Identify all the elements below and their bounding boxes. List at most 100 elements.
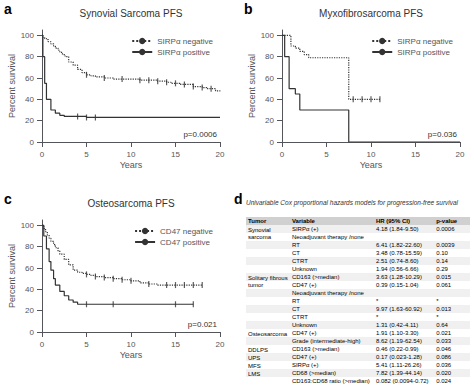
svg-text:SIRPα (+): SIRPα (+) <box>292 362 319 368</box>
svg-text:Univariable Cox proportional h: Univariable Cox proportional hazards mod… <box>246 199 459 207</box>
svg-text:Myxofibrosarcoma PFS: Myxofibrosarcoma PFS <box>319 8 423 19</box>
svg-text:Years: Years <box>360 160 383 170</box>
svg-text:0.082 (0.0094-0.72): 0.082 (0.0094-0.72) <box>376 378 429 384</box>
svg-text:CT: CT <box>292 306 300 312</box>
svg-text:Percent survival: Percent survival <box>247 54 257 118</box>
svg-text:0.39 (0.15-1.04): 0.39 (0.15-1.04) <box>376 282 419 288</box>
svg-text:CD163:CD68 ratio (>median): CD163:CD68 ratio (>median) <box>292 378 370 384</box>
svg-text:CT: CT <box>292 250 300 256</box>
svg-text:0: 0 <box>40 150 45 159</box>
svg-text:Neoadjuvant therapy /none: Neoadjuvant therapy /none <box>292 234 365 240</box>
svg-text:0: 0 <box>30 138 35 147</box>
svg-text:0: 0 <box>40 340 45 349</box>
svg-text:sarcoma: sarcoma <box>248 234 272 240</box>
svg-text:*: * <box>436 298 439 304</box>
svg-text:RT: RT <box>292 242 300 248</box>
svg-text:0.46 (0.22-0.99): 0.46 (0.22-0.99) <box>376 346 419 352</box>
svg-text:20: 20 <box>456 150 465 159</box>
svg-text:0.086: 0.086 <box>436 354 452 360</box>
svg-text:10: 10 <box>127 340 136 349</box>
svg-text:SIRPα positive: SIRPα positive <box>157 48 210 57</box>
svg-text:100: 100 <box>21 221 35 230</box>
svg-text:HR (95% CI): HR (95% CI) <box>376 218 410 224</box>
svg-text:p=0.0006: p=0.0006 <box>183 130 217 139</box>
svg-text:p=0.021: p=0.021 <box>188 320 218 329</box>
svg-text:0.013: 0.013 <box>436 306 452 312</box>
svg-text:0: 0 <box>30 328 35 337</box>
svg-text:Synovial Sarcoma PFS: Synovial Sarcoma PFS <box>80 8 183 19</box>
svg-text:7.82 (1.39-44.14): 7.82 (1.39-44.14) <box>376 370 422 376</box>
svg-text:10: 10 <box>367 150 376 159</box>
svg-text:100: 100 <box>261 31 275 40</box>
svg-text:60: 60 <box>25 74 34 83</box>
svg-text:Osteosarcoma: Osteosarcoma <box>248 331 288 337</box>
svg-text:0.021: 0.021 <box>436 330 452 336</box>
svg-text:5.41 (1.11-26.26): 5.41 (1.11-26.26) <box>376 362 422 368</box>
svg-text:CD68 (>median): CD68 (>median) <box>292 370 336 376</box>
svg-text:CD47 (+): CD47 (+) <box>292 282 317 288</box>
svg-text:5: 5 <box>84 340 89 349</box>
svg-text:RT: RT <box>292 298 300 304</box>
svg-text:60: 60 <box>265 74 274 83</box>
svg-text:0.0039: 0.0039 <box>436 242 455 248</box>
svg-text:60: 60 <box>25 264 34 273</box>
svg-text:CTRT: CTRT <box>292 258 308 264</box>
svg-text:0.061: 0.061 <box>436 282 452 288</box>
svg-text:LMS: LMS <box>248 371 260 377</box>
svg-text:DDLPS: DDLPS <box>248 347 268 353</box>
svg-text:CD47 positive: CD47 positive <box>160 238 210 247</box>
svg-text:p=0.036: p=0.036 <box>428 130 458 139</box>
svg-text:0.015: 0.015 <box>436 274 452 280</box>
svg-text:CD47 (+): CD47 (+) <box>292 330 317 336</box>
svg-text:0: 0 <box>280 150 285 159</box>
svg-text:UPS: UPS <box>248 355 260 361</box>
svg-text:Tumor: Tumor <box>248 218 267 224</box>
svg-text:80: 80 <box>25 242 34 251</box>
svg-text:*: * <box>376 314 379 320</box>
svg-text:p-value: p-value <box>436 218 458 224</box>
svg-text:4.18 (1.84-9.50): 4.18 (1.84-9.50) <box>376 226 419 232</box>
svg-text:1.91 (1.10-3.30): 1.91 (1.10-3.30) <box>376 330 419 336</box>
svg-text:40: 40 <box>25 285 34 294</box>
svg-text:0.046: 0.046 <box>436 346 452 352</box>
svg-text:CD47 negative: CD47 negative <box>160 227 213 236</box>
svg-text:d: d <box>234 191 243 207</box>
svg-text:1.31 (0.42-4.11): 1.31 (0.42-4.11) <box>376 322 418 328</box>
svg-text:Neoadjuvant therapy /none: Neoadjuvant therapy /none <box>292 290 365 296</box>
svg-text:5: 5 <box>324 150 329 159</box>
svg-text:0.024: 0.024 <box>436 378 452 384</box>
svg-text:Percent survival: Percent survival <box>7 244 17 308</box>
svg-text:SIRPα negative: SIRPα negative <box>157 37 213 46</box>
svg-text:Grade (intermediate-high): Grade (intermediate-high) <box>292 338 361 344</box>
svg-text:MFS: MFS <box>248 363 261 369</box>
svg-text:40: 40 <box>25 95 34 104</box>
svg-text:0.036: 0.036 <box>436 362 452 368</box>
svg-text:8.62 (1.19-62.54): 8.62 (1.19-62.54) <box>376 338 422 344</box>
svg-text:Synovial: Synovial <box>248 227 271 233</box>
svg-text:15: 15 <box>171 340 180 349</box>
svg-text:SIRPα (+): SIRPα (+) <box>292 226 319 232</box>
svg-text:0.033: 0.033 <box>436 338 452 344</box>
svg-text:9.97 (1.63-60.92): 9.97 (1.63-60.92) <box>376 306 422 312</box>
svg-text:CD163 (>median): CD163 (>median) <box>292 274 340 280</box>
svg-text:20: 20 <box>265 116 274 125</box>
svg-text:3.63 (1.28-10.29): 3.63 (1.28-10.29) <box>376 274 422 280</box>
svg-text:100: 100 <box>21 31 35 40</box>
svg-text:0.14: 0.14 <box>436 258 448 264</box>
svg-text:SIRPα positive: SIRPα positive <box>397 48 450 57</box>
svg-text:SIRPα negative: SIRPα negative <box>397 37 453 46</box>
svg-text:20: 20 <box>25 306 34 315</box>
svg-text:0.17 (0.023-1.28): 0.17 (0.023-1.28) <box>376 354 422 360</box>
svg-text:Years: Years <box>120 350 143 360</box>
svg-text:80: 80 <box>25 52 34 61</box>
svg-text:0.64: 0.64 <box>436 322 448 328</box>
svg-text:10: 10 <box>127 150 136 159</box>
svg-text:*: * <box>376 298 379 304</box>
svg-text:3.48 (0.78-15.59): 3.48 (0.78-15.59) <box>376 250 422 256</box>
svg-text:0.020: 0.020 <box>436 370 452 376</box>
svg-text:6.41 (1.82-22.60): 6.41 (1.82-22.60) <box>376 242 422 248</box>
svg-text:20: 20 <box>216 150 225 159</box>
svg-text:CD47 (+): CD47 (+) <box>292 354 317 360</box>
svg-text:Osteosarcoma PFS: Osteosarcoma PFS <box>87 198 175 209</box>
svg-text:5: 5 <box>84 150 89 159</box>
